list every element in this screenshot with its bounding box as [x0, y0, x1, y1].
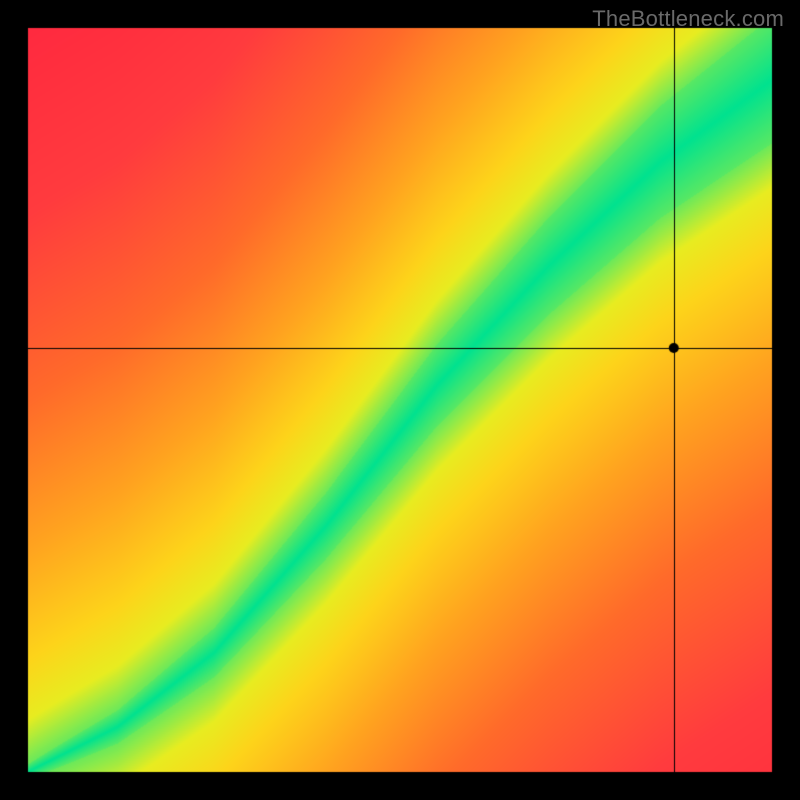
chart-container: TheBottleneck.com: [0, 0, 800, 800]
bottleneck-heatmap: [0, 0, 800, 800]
